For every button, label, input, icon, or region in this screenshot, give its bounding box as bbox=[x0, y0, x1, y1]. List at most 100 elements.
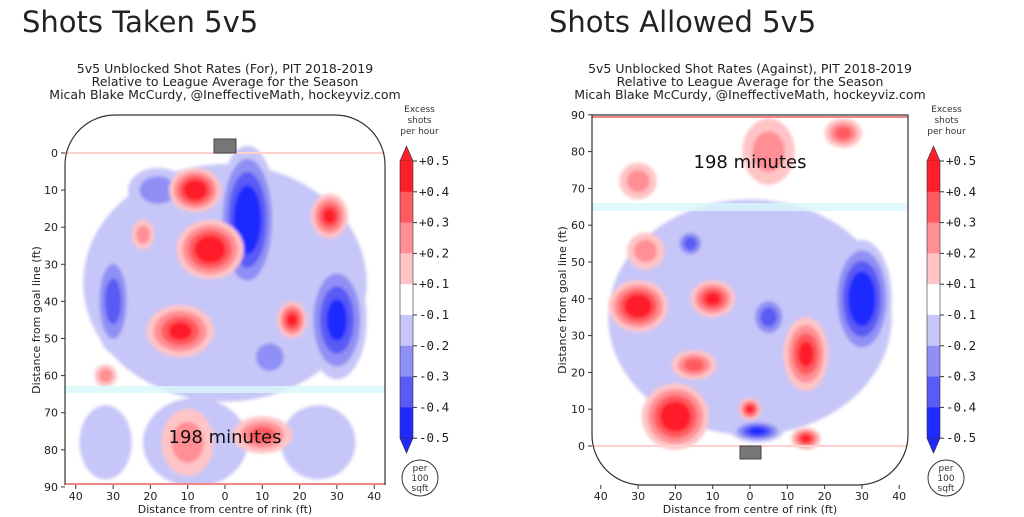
unit-badge bbox=[401, 459, 439, 497]
heatmap-region bbox=[629, 298, 647, 314]
colorbar-tick-label: +0.1 bbox=[419, 276, 449, 291]
colorbar-tick-label: -0.3 bbox=[946, 369, 976, 384]
y-axis-label: Distance from goal line (ft) bbox=[30, 246, 43, 394]
y-tick-label: 0 bbox=[578, 440, 585, 453]
heatmap-region bbox=[752, 131, 785, 172]
colorbar-extend-min bbox=[926, 437, 941, 454]
colorbar-tick-label: -0.5 bbox=[419, 430, 449, 445]
colorbar-segment bbox=[400, 284, 413, 316]
axes: 0 10 20 30 40 50 60 70 80 90 40 30 20 10 0 10 20 30 40 bbox=[44, 147, 381, 503]
x-tick-label: 40 bbox=[367, 490, 381, 503]
minutes-annotation: 198 minutes bbox=[169, 427, 282, 448]
unit-label: per bbox=[939, 464, 954, 474]
x-tick-label: 40 bbox=[892, 490, 906, 503]
y-tick-label: 0 bbox=[51, 147, 58, 160]
heatmap-region bbox=[798, 341, 814, 367]
colorbar-tick-label: +0.3 bbox=[419, 215, 449, 230]
colorbar-tick-label: -0.3 bbox=[419, 369, 449, 384]
colorbar-tick-label: -0.1 bbox=[946, 307, 976, 322]
heatmap-region bbox=[322, 208, 336, 224]
minutes-annotation: 198 minutes bbox=[694, 152, 807, 173]
heatmap-region bbox=[280, 405, 356, 480]
heatmap-region bbox=[238, 198, 256, 241]
y-tick-label: 40 bbox=[571, 293, 585, 306]
colorbar-tick-label: -0.2 bbox=[946, 338, 976, 353]
heatmap-region bbox=[665, 407, 685, 427]
y-tick-label: 70 bbox=[44, 407, 58, 420]
heatmap-region bbox=[98, 368, 113, 383]
colorbar-tick-label: +0.5 bbox=[419, 153, 449, 168]
y-tick-label: 70 bbox=[571, 182, 585, 195]
colorbar-tick-label: +0.2 bbox=[946, 245, 976, 260]
x-tick-label: 10 bbox=[780, 490, 794, 503]
heatmap-region bbox=[171, 421, 204, 463]
colorbar-title: per hour bbox=[400, 127, 439, 137]
y-tick-label: 20 bbox=[44, 221, 58, 234]
heatmap-region bbox=[748, 427, 767, 436]
end-line bbox=[65, 483, 385, 485]
rink-outline bbox=[591, 114, 909, 486]
unit-label: sqft bbox=[412, 484, 429, 494]
colorbar-title: per hour bbox=[927, 127, 966, 137]
colorbar-tick-label: +0.1 bbox=[946, 276, 976, 291]
heatmap-region bbox=[683, 237, 697, 251]
unit-label: per bbox=[413, 464, 428, 474]
blue-line bbox=[65, 386, 385, 393]
heatmap-region bbox=[168, 322, 192, 341]
unit-label: sqft bbox=[938, 484, 955, 494]
heatmap-region bbox=[286, 313, 298, 327]
y-tick-label: 60 bbox=[571, 219, 585, 232]
colorbar-extend-max bbox=[926, 145, 941, 162]
x-tick-label: 20 bbox=[293, 490, 307, 503]
heatmap-region bbox=[834, 126, 852, 140]
heatmap-region bbox=[255, 343, 284, 371]
x-tick-label: 40 bbox=[69, 490, 83, 503]
colorbar-segment bbox=[927, 284, 940, 316]
y-tick-label: 40 bbox=[44, 295, 58, 308]
y-tick-label: 10 bbox=[571, 403, 585, 416]
heatmap-region bbox=[634, 239, 658, 263]
goal-net-icon bbox=[213, 138, 237, 154]
colorbar-segment bbox=[927, 315, 940, 347]
colorbar-tick-label: -0.1 bbox=[419, 307, 449, 322]
colorbar-segment bbox=[400, 191, 413, 224]
colorbar-tick-label: +0.4 bbox=[946, 184, 976, 199]
colorbar-segment bbox=[927, 345, 940, 378]
heatmap-region bbox=[200, 240, 220, 258]
unit-label: 100 bbox=[411, 474, 428, 484]
chart-title-line: Relative to League Average for the Seaso… bbox=[617, 74, 884, 89]
x-tick-label: 40 bbox=[594, 490, 608, 503]
colorbar-segment bbox=[400, 407, 413, 439]
colorbar-segment bbox=[400, 253, 413, 285]
x-axis-label: Distance from centre of rink (ft) bbox=[663, 503, 837, 516]
x-tick-label: 10 bbox=[706, 490, 720, 503]
colorbar-tick-label: -0.4 bbox=[946, 399, 976, 414]
goal-net-icon bbox=[739, 445, 762, 460]
y-tick-label: 60 bbox=[44, 370, 58, 383]
colorbar-segment bbox=[927, 161, 940, 193]
y-tick-label: 50 bbox=[44, 333, 58, 346]
heatmap-region bbox=[746, 405, 754, 414]
colorbar-segment bbox=[927, 253, 940, 285]
heatmap-region bbox=[187, 183, 203, 197]
heatmap-region bbox=[104, 278, 122, 325]
colorbar-segment bbox=[400, 315, 413, 347]
colorbar-title: shots bbox=[934, 116, 958, 126]
x-tick-label: 0 bbox=[747, 490, 754, 503]
y-tick-label: 30 bbox=[571, 330, 585, 343]
heatmap-region bbox=[79, 405, 132, 480]
colorbar-segment bbox=[400, 376, 413, 408]
colorbar-segment bbox=[927, 222, 940, 254]
chart-title-line: Micah Blake McCurdy, @IneffectiveMath, h… bbox=[49, 87, 400, 102]
x-tick-label: 30 bbox=[855, 490, 869, 503]
y-axis-label: Distance from goal line (ft) bbox=[556, 226, 569, 374]
x-tick-label: 10 bbox=[255, 490, 269, 503]
x-tick-label: 20 bbox=[143, 490, 157, 503]
chart-title-line: 5v5 Unblocked Shot Rates (Against), PIT … bbox=[588, 61, 912, 76]
colorbar-extend-min bbox=[399, 437, 414, 454]
